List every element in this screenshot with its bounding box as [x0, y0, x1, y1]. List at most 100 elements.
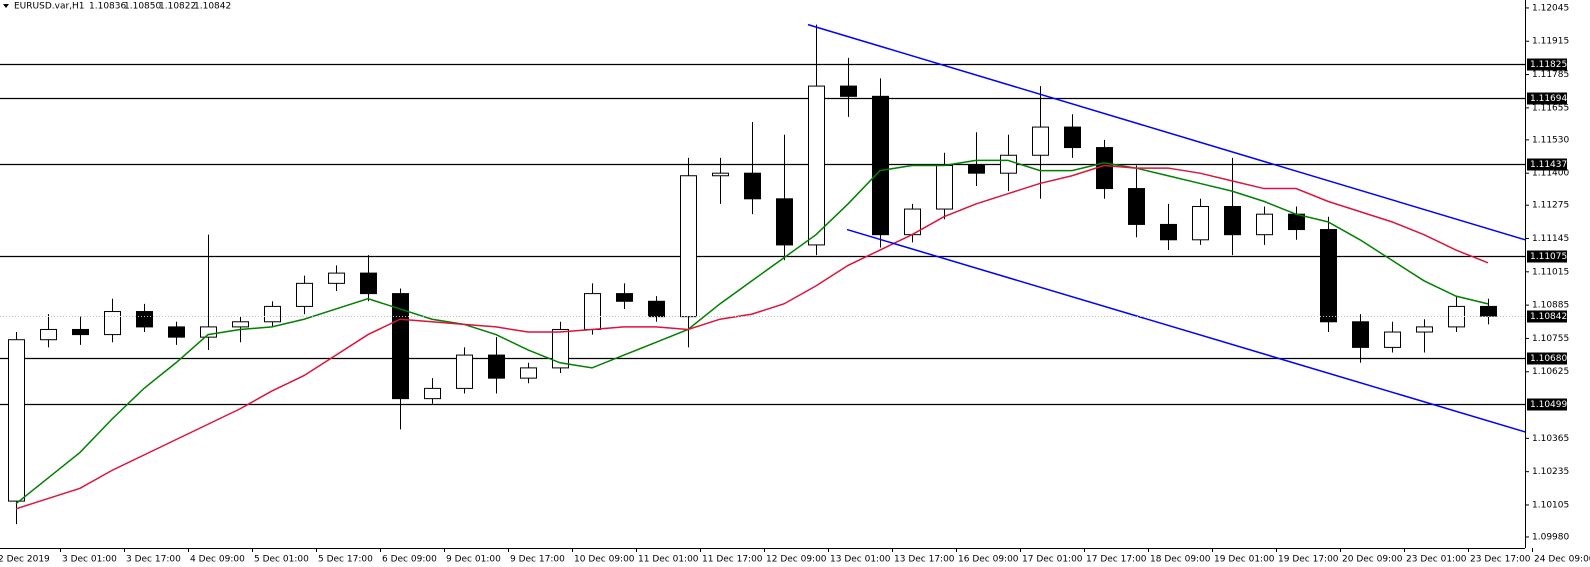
candle-body — [1032, 126, 1049, 156]
candle-body — [1000, 154, 1017, 174]
candle-body — [968, 165, 985, 174]
x-tick-label: 10 Dec 09:00 — [574, 555, 635, 565]
x-tick-label: 6 Dec 09:00 — [382, 555, 437, 565]
y-tick-label: 1.10755 — [1532, 334, 1569, 344]
candle-body — [1320, 229, 1337, 323]
y-tick-label: 1.11785 — [1532, 70, 1569, 80]
x-tick-label: 17 Dec 17:00 — [1086, 555, 1147, 565]
candle-body — [520, 367, 537, 379]
moving-average — [15, 159, 1489, 505]
x-tick-label: 19 Dec 17:00 — [1278, 555, 1339, 565]
candle-body — [360, 272, 377, 295]
x-tick-label: 11 Dec 01:00 — [638, 555, 699, 565]
x-tick-label: 16 Dec 09:00 — [958, 555, 1019, 565]
candle-body — [72, 328, 89, 336]
candle-body — [328, 272, 345, 284]
moving-average — [15, 164, 1489, 510]
y-tick-label: 1.11145 — [1532, 234, 1569, 244]
level-label: 1.11694 — [1530, 94, 1567, 104]
level-label-box — [1527, 92, 1567, 105]
y-tick-label: 1.11015 — [1532, 267, 1569, 277]
quote-open: 1.10836 — [89, 2, 126, 12]
candle-body — [1224, 205, 1241, 236]
candle-body — [840, 85, 857, 97]
candle-body — [584, 293, 601, 330]
candle-body — [872, 95, 889, 236]
candle-body — [232, 321, 249, 328]
y-tick-label: 1.11275 — [1532, 201, 1569, 211]
plot-area — [0, 23, 1526, 525]
candle-body — [40, 328, 57, 341]
x-tick-label: 20 Dec 09:00 — [1342, 555, 1403, 565]
x-tick-label: 11 Dec 17:00 — [702, 555, 763, 565]
trendline — [807, 23, 1526, 241]
candle-body — [680, 175, 697, 318]
current-price-label: 1.10842 — [1530, 312, 1567, 322]
candle-body — [744, 172, 761, 200]
candle-body — [936, 165, 953, 210]
candle-body — [136, 311, 153, 328]
x-tick-label: 5 Dec 17:00 — [318, 555, 373, 565]
symbol: EURUSD.var,H1 — [14, 2, 85, 12]
level-label: 1.11437 — [1530, 160, 1567, 170]
candle-body — [1064, 126, 1081, 149]
candle-body — [1256, 213, 1273, 236]
y-tick-label: 1.10885 — [1532, 301, 1569, 311]
menu-arrow[interactable] — [3, 4, 9, 8]
level-label-box — [1527, 398, 1567, 411]
candle-body — [808, 85, 825, 246]
x-tick-label: 18 Dec 09:00 — [1150, 555, 1211, 565]
current-price-box — [1527, 310, 1567, 323]
candle-body — [168, 326, 185, 338]
candle-body — [1480, 305, 1497, 317]
candle-body — [1448, 305, 1465, 328]
candle-body — [1096, 147, 1113, 190]
y-tick-label: 1.10235 — [1532, 467, 1569, 477]
level-label-box — [1527, 250, 1567, 263]
level-label-box — [1527, 352, 1567, 365]
x-tick-label: 19 Dec 01:00 — [1214, 555, 1275, 565]
x-tick-label: 3 Dec 17:00 — [126, 555, 181, 565]
candle-body — [712, 172, 729, 177]
level-label: 1.10499 — [1530, 400, 1567, 410]
x-tick-label: 24 Dec 09:00 — [1534, 555, 1590, 565]
level-label-box — [1527, 58, 1567, 71]
trendline — [846, 228, 1526, 433]
x-tick-label: 12 Dec 09:00 — [766, 555, 827, 565]
x-tick-label: 3 Dec 01:00 — [62, 555, 117, 565]
x-tick-label: 13 Dec 17:00 — [894, 555, 955, 565]
y-tick-label: 1.12045 — [1532, 3, 1569, 13]
candle-body — [8, 339, 25, 502]
candle-body — [1160, 223, 1177, 241]
x-tick-label: 23 Dec 01:00 — [1406, 555, 1467, 565]
y-tick-label: 1.11655 — [1532, 103, 1569, 113]
quote-high: 1.10850 — [124, 2, 161, 12]
y-tick-label: 1.11530 — [1532, 135, 1569, 145]
candle-body — [776, 198, 793, 246]
level-label-box — [1527, 158, 1567, 171]
candle-body — [296, 282, 313, 307]
candle-body — [1352, 321, 1369, 348]
y-tick-label: 1.10625 — [1532, 367, 1569, 377]
candle-body — [104, 311, 121, 336]
level-label: 1.11825 — [1530, 60, 1567, 70]
candle-body — [552, 328, 569, 369]
candle-body — [456, 354, 473, 389]
candle-body — [200, 326, 217, 338]
candle-body — [1416, 326, 1433, 333]
y-tick-label: 1.10365 — [1532, 434, 1569, 444]
x-tick-label: 17 Dec 01:00 — [1022, 555, 1083, 565]
candle-body — [1288, 213, 1305, 231]
y-tick-label: 1.11915 — [1532, 37, 1569, 47]
level-label: 1.11075 — [1530, 252, 1567, 262]
y-tick-label: 1.10105 — [1532, 500, 1569, 510]
candle-body — [1384, 331, 1401, 348]
candle-body — [264, 305, 281, 323]
x-tick-label: 5 Dec 01:00 — [254, 555, 309, 565]
candle-body — [1128, 188, 1145, 225]
y-tick-label: 1.11400 — [1532, 169, 1569, 179]
candle-body — [424, 387, 441, 400]
x-tick-label: 9 Dec 17:00 — [510, 555, 565, 565]
